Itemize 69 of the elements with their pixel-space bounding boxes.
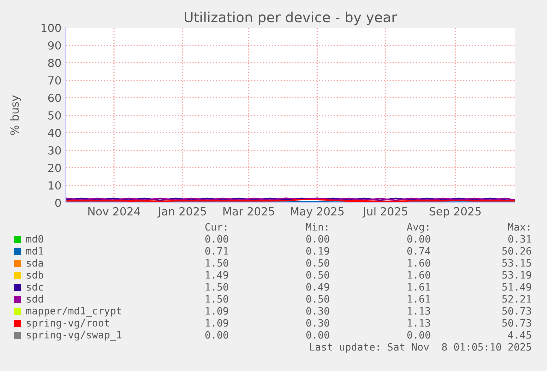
text: 1.61 bbox=[408, 283, 430, 291]
text: 0.00 bbox=[306, 331, 330, 339]
text: 1.61 bbox=[408, 295, 430, 303]
y-tick-label: 10 bbox=[48, 181, 62, 190]
text: 1.50 bbox=[206, 283, 228, 291]
text: 0.71 bbox=[206, 247, 228, 255]
text: 0.00 bbox=[206, 331, 228, 339]
text: 1.60 bbox=[408, 271, 430, 279]
text: 50.26 bbox=[502, 247, 532, 255]
text: 1.50 bbox=[206, 259, 228, 267]
text: 1.09 bbox=[206, 319, 228, 327]
text: 0.30 bbox=[306, 307, 330, 315]
x-tick-label: Mar 2025 bbox=[224, 207, 274, 216]
text: 1.09 bbox=[206, 307, 228, 315]
x-tick-label: Jan 2025 bbox=[158, 207, 206, 218]
text: 0.49 bbox=[306, 283, 330, 291]
legend-label: sdc bbox=[27, 283, 44, 291]
x-tick-label: Nov 2024 bbox=[88, 207, 140, 216]
legend-label: spring-vg/swap_1 bbox=[27, 331, 122, 341]
text: 53.15 bbox=[502, 259, 532, 267]
text: 53.19 bbox=[502, 271, 532, 279]
text: 51.49 bbox=[502, 283, 532, 291]
text: 0.00 bbox=[408, 235, 430, 243]
legend-label: sdd bbox=[27, 295, 44, 303]
text: Min: bbox=[306, 223, 328, 231]
chart-title: Utilization per device - by year bbox=[185, 12, 398, 26]
text: 0.30 bbox=[306, 319, 330, 327]
text: 1.13 bbox=[408, 307, 430, 315]
text: Last update: Sat Nov 8 01:05:10 2025 bbox=[310, 343, 532, 353]
text: 1.50 bbox=[206, 295, 228, 303]
y-tick-label: 20 bbox=[48, 164, 62, 172]
text: 52.21 bbox=[502, 295, 532, 303]
y-tick-label: 30 bbox=[48, 146, 62, 155]
text: Avg: bbox=[407, 223, 429, 233]
text: 0.50 bbox=[306, 271, 330, 279]
y-tick-label: 70 bbox=[48, 76, 62, 85]
y-tick-label: 50 bbox=[48, 111, 62, 120]
text: 0.31 bbox=[508, 235, 532, 243]
legend-label: mapper/md1_crypt bbox=[26, 307, 122, 317]
y-tick-label: 100 bbox=[42, 24, 62, 32]
x-tick-label: May 2025 bbox=[291, 207, 344, 218]
legend-label: md0 bbox=[26, 235, 44, 243]
text: 1.60 bbox=[408, 259, 430, 267]
y-tick-label: 90 bbox=[48, 41, 62, 50]
text: Cur: bbox=[206, 223, 227, 231]
x-tick-label: Sep 2025 bbox=[430, 207, 481, 218]
y-tick-label: 60 bbox=[48, 94, 62, 102]
text: 1.49 bbox=[206, 271, 228, 279]
text: 50.73 bbox=[502, 319, 532, 327]
text: 0.50 bbox=[306, 259, 330, 267]
text: 50.73 bbox=[502, 307, 532, 315]
text: 1.13 bbox=[408, 319, 430, 327]
text: 0.50 bbox=[306, 295, 330, 303]
text: 0.19 bbox=[306, 247, 330, 255]
x-tick-label: Jul 2025 bbox=[362, 207, 408, 218]
legend-label: spring-vg/root bbox=[27, 319, 110, 329]
y-tick-label: 80 bbox=[48, 58, 62, 68]
text: 0.00 bbox=[408, 331, 430, 339]
text: 0.00 bbox=[206, 235, 228, 243]
y-tick-label: 40 bbox=[48, 128, 62, 138]
text: 4.45 bbox=[508, 331, 532, 339]
text: Max: bbox=[508, 223, 530, 231]
text: 0.00 bbox=[306, 235, 330, 243]
legend-label: sdb bbox=[27, 271, 44, 279]
y-axis-title: % busy bbox=[10, 96, 22, 136]
y-tick-label: 0 bbox=[55, 198, 62, 208]
text: 0.74 bbox=[408, 247, 431, 255]
legend-label: md1 bbox=[26, 247, 44, 255]
legend-label: sda bbox=[27, 259, 44, 267]
